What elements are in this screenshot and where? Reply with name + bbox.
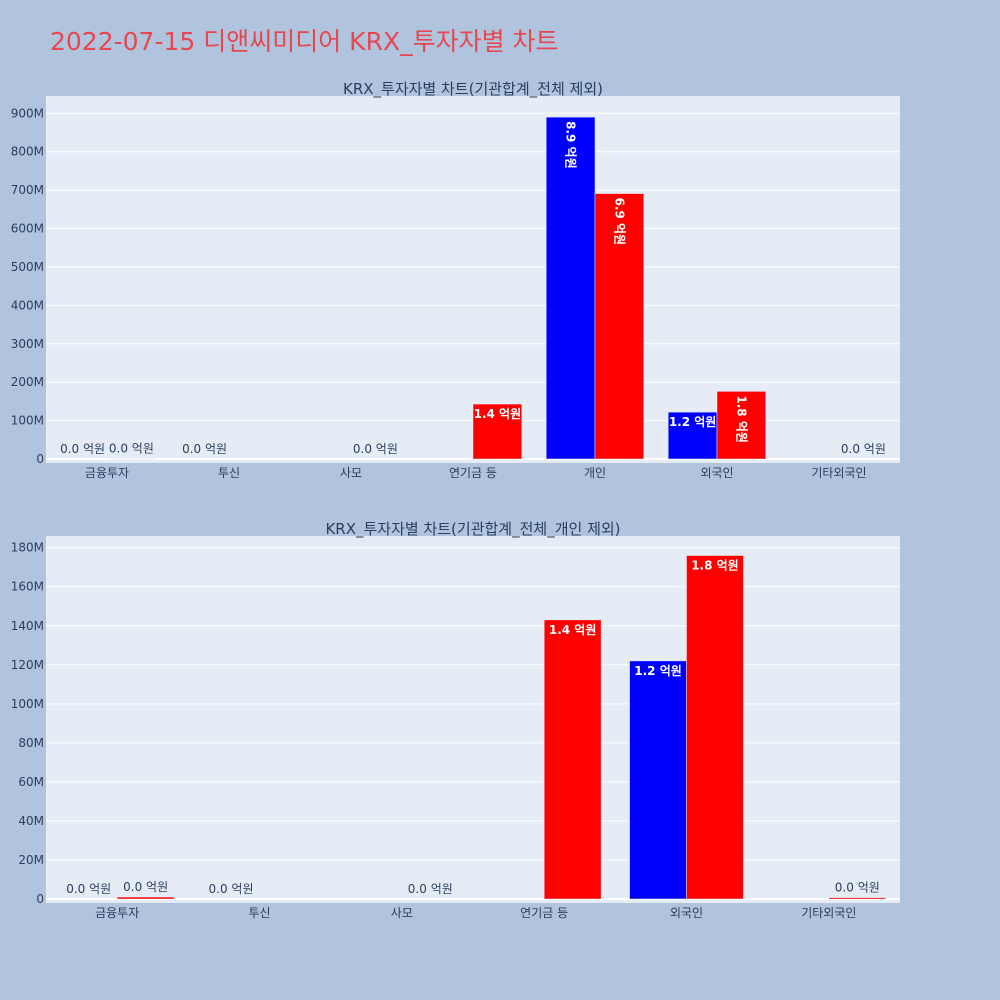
y-tick-label: 180M	[11, 541, 44, 555]
x-tick-label: 투신	[248, 906, 270, 920]
bar-data-label: 1.4 억원	[549, 623, 597, 637]
bar	[543, 619, 602, 900]
y-tick-label: 300M	[11, 337, 44, 351]
y-tick-label: 100M	[11, 697, 44, 711]
bar-data-label: 0.0 억원	[60, 442, 105, 456]
y-tick-label: 800M	[11, 145, 44, 159]
y-tick-label: 900M	[11, 106, 44, 120]
x-tick-label: 기타외국인	[811, 466, 866, 480]
page-title: 2022-07-15 디앤씨미디어 KRX_투자자별 차트	[50, 27, 559, 56]
bar-data-label: 1.8 억원	[691, 559, 739, 573]
bar-data-label: 1.2 억원	[669, 415, 717, 429]
bar-data-label: 1.4 억원	[474, 407, 522, 421]
plot-area	[46, 536, 900, 903]
bar-data-label: 0.0 억원	[109, 442, 154, 456]
bar	[545, 116, 596, 460]
y-tick-label: 200M	[11, 375, 44, 389]
x-tick-label: 외국인	[700, 466, 733, 480]
y-tick-label: 0	[36, 452, 44, 466]
y-tick-label: 0	[36, 892, 44, 906]
x-tick-label: 연기금 등	[520, 906, 568, 920]
bar-data-label: 0.0 억원	[408, 882, 453, 896]
bar-data-label: 0.0 억원	[66, 882, 111, 896]
x-tick-label: 금융투자	[85, 466, 129, 480]
x-tick-label: 투신	[218, 466, 240, 480]
x-tick-label: 외국인	[670, 906, 703, 920]
x-tick-label: 연기금 등	[449, 466, 497, 480]
y-tick-label: 100M	[11, 414, 44, 428]
bar	[828, 897, 887, 900]
y-tick-label: 140M	[11, 619, 44, 633]
bar-data-label: 8.9 억원	[564, 121, 578, 169]
bar	[629, 660, 687, 900]
y-tick-label: 400M	[11, 298, 44, 312]
bar-data-label: 0.0 억원	[182, 442, 227, 456]
y-tick-label: 60M	[18, 775, 44, 789]
bar-data-label: 0.0 억원	[209, 882, 254, 896]
bar	[686, 555, 744, 900]
bar-data-label: 0.0 억원	[353, 442, 398, 456]
y-tick-label: 20M	[18, 853, 44, 867]
x-tick-label: 사모	[340, 466, 362, 480]
chart-panel-excl-individual: 0 20M 40M 60M 80M 100M 120M 140M 160M 180M KRX_투자자…	[11, 520, 900, 920]
bar	[716, 391, 767, 460]
x-tick-label: 기타외국인	[801, 906, 856, 920]
y-tick-label: 160M	[11, 580, 44, 594]
y-tick-label: 700M	[11, 183, 44, 197]
x-tick-label: 개인	[584, 466, 606, 480]
y-tick-label: 80M	[18, 736, 44, 750]
chart-title: KRX_투자자별 차트(기관합계_전체_개인 제외)	[325, 520, 620, 539]
bar-data-label: 1.2 억원	[634, 664, 682, 678]
y-tick-label: 40M	[18, 814, 44, 828]
bar	[116, 896, 175, 900]
y-tick-label: 500M	[11, 260, 44, 274]
bar-data-label: 1.8 억원	[734, 395, 748, 443]
bar-data-label: 0.0 억원	[123, 880, 168, 894]
y-tick-label: 120M	[11, 658, 44, 672]
chart-title: KRX_투자자별 차트(기관합계_전체 제외)	[343, 80, 603, 99]
bar-data-label: 0.0 억원	[835, 881, 880, 895]
bar	[594, 193, 645, 460]
bar	[472, 403, 523, 460]
x-tick-label: 금융투자	[95, 906, 139, 920]
x-tick-label: 사모	[391, 906, 413, 920]
bar	[667, 411, 718, 460]
chart-panel-all: 0 100M 200M 300M 400M 500M 600M 700M 800M 900M KRX…	[11, 80, 900, 480]
bar-data-label: 0.0 억원	[841, 442, 886, 456]
y-tick-label: 600M	[11, 222, 44, 236]
bar-data-label: 6.9 억원	[612, 198, 626, 246]
